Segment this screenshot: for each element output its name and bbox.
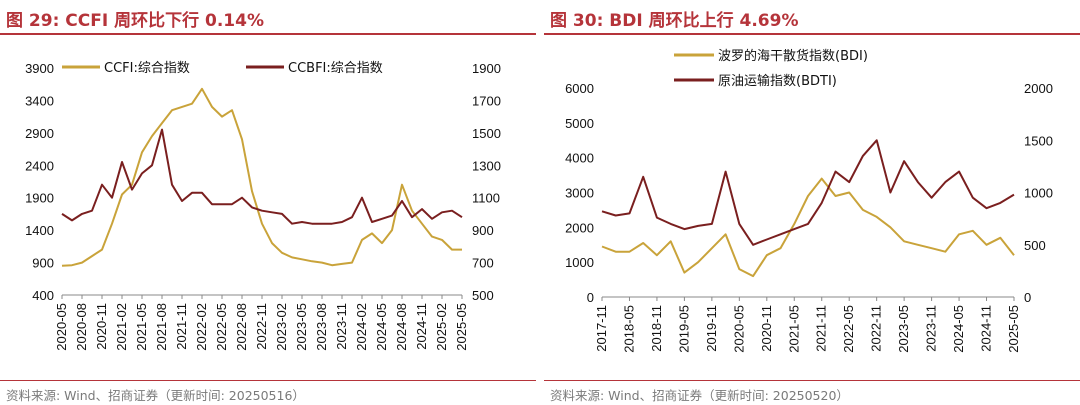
y-right-tick-label: 700 bbox=[472, 256, 494, 271]
y-left-tick-label: 4000 bbox=[565, 151, 594, 166]
x-tick-label: 2017-11 bbox=[594, 305, 609, 352]
chart-panel-ccfi: 图 29: CCFI 周环比下行 0.14% 3900 3400 2900 2400 1… bbox=[0, 0, 536, 405]
x-tick-label: 2024-05 bbox=[951, 305, 966, 353]
y-left-tick-label: 3900 bbox=[25, 61, 54, 76]
x-tick-label: 2022-08 bbox=[234, 303, 249, 351]
chart-ccfi-ccbfi: 3900 3400 2900 2400 1900 1400 900 400 1900 1700 15… bbox=[25, 61, 501, 351]
y-right-tick-label: 500 bbox=[472, 288, 494, 303]
y-left-tick-label: 6000 bbox=[565, 81, 594, 96]
series-line bbox=[601, 177, 1015, 278]
x-tick-label: 2018-11 bbox=[649, 305, 664, 352]
legend-label: 原油运输指数(BDTI) bbox=[718, 73, 837, 89]
x-tick-label: 2023-05 bbox=[294, 303, 309, 351]
y-right-tick-label: 1100 bbox=[472, 191, 500, 206]
x-tick-label: 2021-05 bbox=[786, 305, 801, 353]
x-tick-label: 2019-05 bbox=[676, 305, 691, 353]
y-right-tick-label: 1000 bbox=[1024, 186, 1053, 201]
x-tick-label: 2021-02 bbox=[114, 303, 129, 351]
y-left-tick-label: 1400 bbox=[25, 223, 54, 238]
chart-title: 图 29: CCFI 周环比下行 0.14% bbox=[6, 11, 264, 31]
series-line bbox=[61, 87, 462, 267]
x-tick-label: 2023-08 bbox=[314, 303, 329, 351]
x-tick-label: 2019-11 bbox=[704, 305, 719, 352]
y-right-tick-label: 1500 bbox=[472, 126, 501, 141]
y-left-tick-label: 0 bbox=[587, 290, 594, 305]
y-left-tick-label: 900 bbox=[32, 256, 54, 271]
series-line bbox=[61, 128, 463, 225]
legend-label: CCFI:综合指数 bbox=[104, 61, 190, 76]
y-right-tick-label: 2000 bbox=[1024, 81, 1053, 96]
y-left-tick-label: 2000 bbox=[565, 220, 594, 235]
x-tick-label: 2022-02 bbox=[194, 303, 209, 351]
x-tick-label: 2020-08 bbox=[74, 303, 89, 351]
chart-source: 资料来源: Wind、招商证券（更新时间: 20250520） bbox=[550, 388, 849, 403]
y-left-tick-label: 2900 bbox=[25, 126, 54, 141]
y-right-tick-label: 1900 bbox=[472, 61, 501, 76]
x-tick-label: 2023-05 bbox=[896, 305, 911, 353]
x-tick-label: 2022-11 bbox=[254, 303, 269, 350]
title-divider bbox=[544, 33, 1080, 35]
source-divider bbox=[544, 380, 1080, 381]
x-tick-label: 2022-05 bbox=[841, 305, 856, 353]
x-tick-label: 2025-05 bbox=[1006, 305, 1021, 353]
y-left-tick-label: 1000 bbox=[565, 255, 594, 270]
chart-title: 图 30: BDI 周环比上行 4.69% bbox=[550, 11, 799, 31]
x-tick-label: 2024-08 bbox=[394, 303, 409, 351]
y-left-tick-label: 3000 bbox=[565, 186, 594, 201]
y-left-tick-label: 2400 bbox=[25, 158, 54, 173]
series-line bbox=[601, 139, 1015, 246]
x-tick-label: 2021-05 bbox=[134, 303, 149, 351]
x-tick-label: 2021-08 bbox=[154, 303, 169, 351]
x-tick-label: 2022-11 bbox=[869, 305, 884, 352]
x-tick-label: 2024-11 bbox=[414, 303, 429, 350]
source-divider bbox=[0, 380, 536, 381]
y-right-tick-label: 500 bbox=[1024, 238, 1046, 253]
legend-label: 波罗的海干散货指数(BDI) bbox=[718, 48, 868, 64]
x-tick-label: 2024-05 bbox=[374, 303, 389, 351]
y-right-tick-label: 900 bbox=[472, 223, 494, 238]
x-tick-label: 2022-05 bbox=[214, 303, 229, 351]
y-left-tick-label: 5000 bbox=[565, 116, 594, 131]
y-left-tick-label: 3400 bbox=[25, 93, 54, 108]
x-tick-label: 2023-02 bbox=[274, 303, 289, 351]
chart-panel-bdi: 图 30: BDI 周环比上行 4.69% 6000 5000 4000 3000 20… bbox=[544, 0, 1080, 405]
y-left-tick-label: 400 bbox=[32, 288, 54, 303]
legend-label: CCBFI:综合指数 bbox=[288, 61, 383, 76]
x-tick-label: 2024-02 bbox=[354, 303, 369, 351]
y-left-tick-label: 1900 bbox=[25, 191, 54, 206]
x-tick-label: 2020-11 bbox=[759, 305, 774, 352]
y-right-tick-label: 1700 bbox=[472, 93, 501, 108]
x-tick-label: 2020-05 bbox=[731, 305, 746, 353]
x-tick-label: 2025-02 bbox=[434, 303, 449, 351]
x-tick-label: 2023-11 bbox=[924, 305, 939, 352]
x-tick-label: 2020-05 bbox=[54, 303, 69, 351]
x-tick-label: 2018-05 bbox=[621, 305, 636, 353]
x-tick-label: 2021-11 bbox=[174, 303, 189, 350]
chart-source: 资料来源: Wind、招商证券（更新时间: 20250516） bbox=[6, 388, 305, 403]
title-divider bbox=[0, 33, 536, 35]
y-right-tick-label: 1300 bbox=[472, 158, 501, 173]
x-tick-label: 2023-11 bbox=[334, 303, 349, 350]
x-tick-label: 2021-11 bbox=[814, 305, 829, 352]
y-right-tick-label: 0 bbox=[1024, 290, 1031, 305]
y-right-tick-label: 1500 bbox=[1024, 133, 1053, 148]
x-tick-label: 2024-11 bbox=[979, 305, 994, 352]
x-tick-label: 2025-05 bbox=[454, 303, 469, 351]
x-tick-label: 2020-11 bbox=[94, 303, 109, 350]
chart-bdi-bdti: 6000500040003000200010000200015001000500… bbox=[565, 48, 1053, 353]
